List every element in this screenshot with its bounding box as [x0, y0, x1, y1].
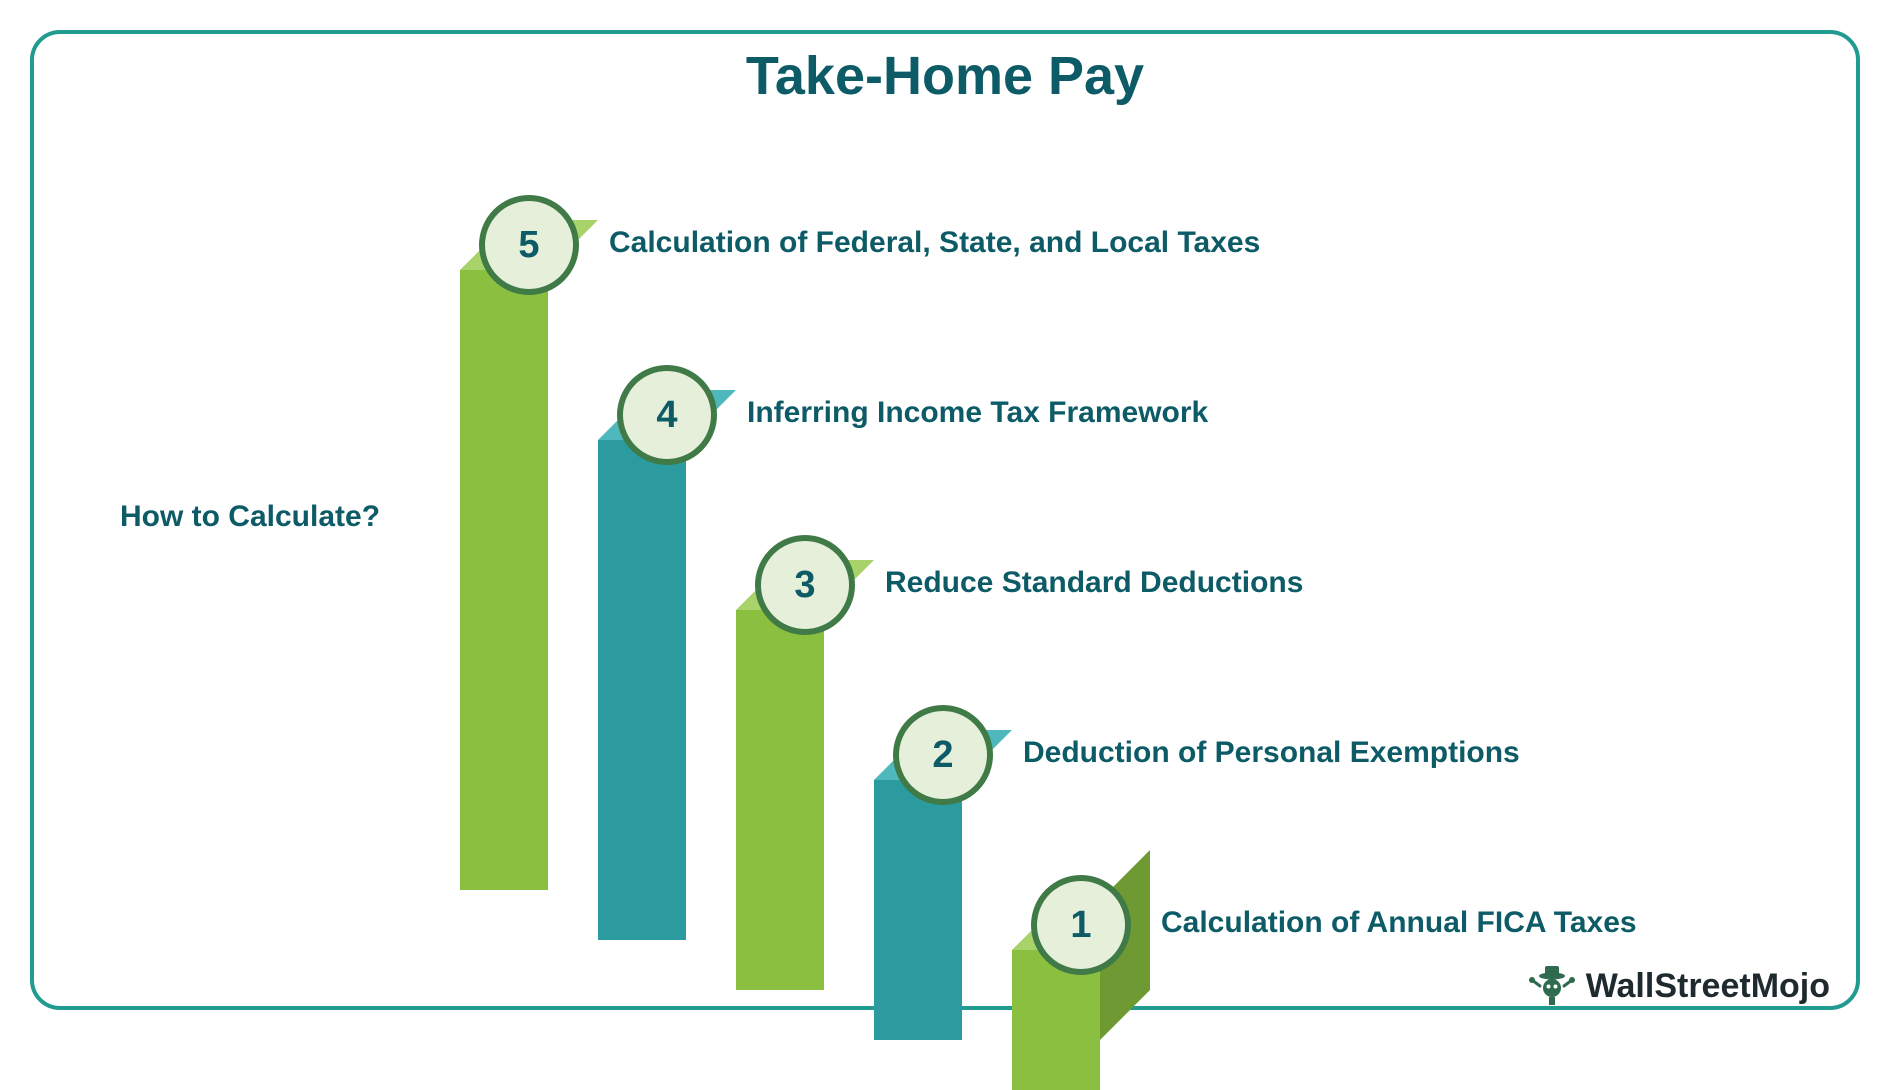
- step-circle-1: 1: [1031, 875, 1131, 975]
- brand-name: WallStreetMojo: [1586, 967, 1830, 1006]
- step-label-1: Calculation of Annual FICA Taxes: [1161, 906, 1637, 940]
- step-circle-3: 3: [755, 535, 855, 635]
- step-circle-2: 2: [893, 705, 993, 805]
- step-bar-chart: 5Calculation of Federal, State, and Loca…: [460, 150, 1160, 910]
- step-label-3: Reduce Standard Deductions: [885, 566, 1303, 600]
- bar-front: [460, 270, 548, 890]
- bar-front: [874, 780, 962, 1040]
- brand-logo: WallStreetMojo: [1528, 962, 1830, 1010]
- bar-front: [598, 440, 686, 940]
- step-label-2: Deduction of Personal Exemptions: [1023, 736, 1520, 770]
- brand-icon: [1528, 962, 1576, 1010]
- step-circle-5: 5: [479, 195, 579, 295]
- step-circle-4: 4: [617, 365, 717, 465]
- page-title: Take-Home Pay: [0, 45, 1890, 107]
- step-label-5: Calculation of Federal, State, and Local…: [609, 226, 1260, 260]
- step-label-4: Inferring Income Tax Framework: [747, 396, 1208, 430]
- side-label: How to Calculate?: [120, 500, 380, 534]
- bar-front: [736, 610, 824, 990]
